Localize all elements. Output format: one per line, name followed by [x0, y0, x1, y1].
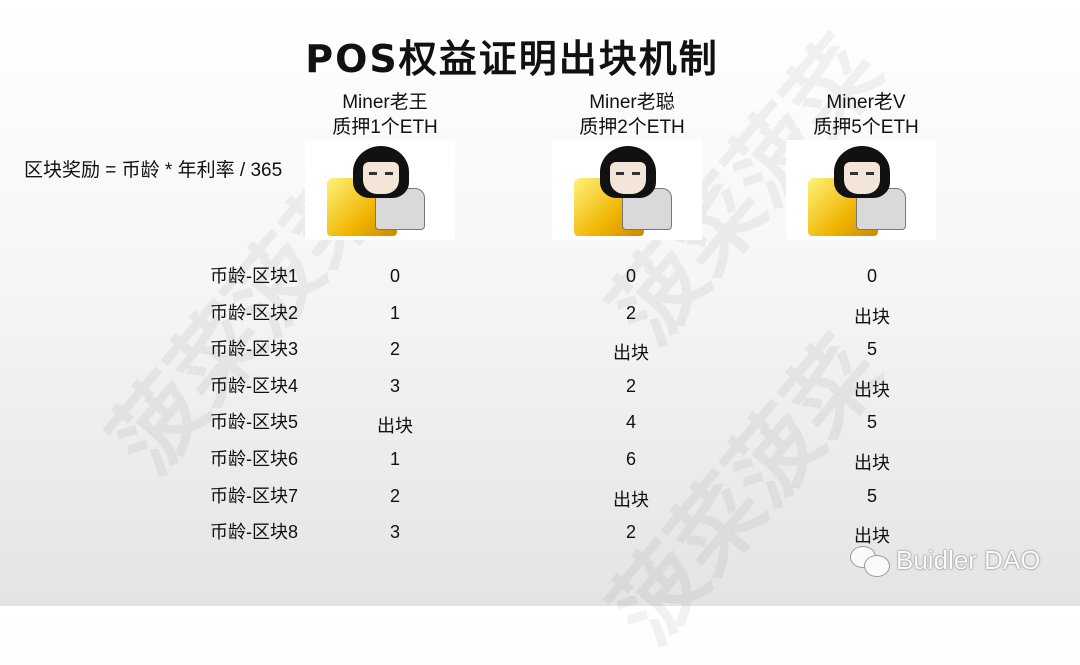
coin-age-cell: 出块 — [854, 306, 890, 327]
coin-age-cell: 5 — [866, 339, 877, 360]
miner-meme-icon — [786, 140, 936, 240]
coin-age-cell: 4 — [625, 412, 636, 433]
miner-stake: 质押1个ETH — [332, 117, 438, 138]
coin-age-cell: 3 — [389, 375, 400, 396]
row-label: 币龄-区块3 — [209, 339, 298, 360]
reward-formula: 区块奖励 = 币龄 * 年利率 / 365 — [24, 160, 283, 181]
miner-name: Miner老V — [826, 92, 906, 113]
miner-meme-icon — [305, 140, 455, 240]
row-label: 币龄-区块6 — [209, 449, 298, 469]
coin-age-cell: 出块 — [377, 416, 413, 437]
miner-name: Miner老王 — [342, 92, 428, 113]
brand-watermark: Buidler DAO — [850, 545, 1041, 577]
coin-age-cell: 5 — [866, 412, 877, 433]
miner-header: Miner老王 质押1个ETH — [275, 90, 495, 140]
row-label: 币龄-区块5 — [209, 412, 298, 433]
coin-age-cell: 出块 — [854, 453, 890, 473]
coin-age-cell: 出块 — [854, 526, 890, 547]
coin-age-cell: 5 — [866, 485, 877, 506]
miner-stake: 质押5个ETH — [813, 117, 919, 138]
miner-header: Miner老V 质押5个ETH — [756, 90, 976, 140]
row-label: 币龄-区块8 — [209, 522, 298, 543]
row-label: 币龄-区块2 — [209, 302, 298, 323]
brand-name: Buidler DAO — [896, 545, 1041, 575]
coin-age-cell: 0 — [389, 266, 400, 286]
slide-title: POS权益证明出块机制 — [305, 37, 719, 81]
coin-age-cell: 0 — [625, 266, 636, 286]
coin-age-cell: 出块 — [613, 489, 649, 510]
miner-header: Miner老聪 质押2个ETH — [522, 90, 742, 140]
wechat-icon — [850, 545, 890, 577]
coin-age-cell: 出块 — [613, 343, 649, 364]
miner-stake: 质押2个ETH — [579, 117, 685, 138]
coin-age-cell: 0 — [866, 266, 877, 286]
row-label: 币龄-区块4 — [209, 375, 298, 396]
miner-meme-icon — [552, 140, 702, 240]
coin-age-cell: 1 — [389, 449, 400, 469]
coin-age-cell: 2 — [389, 339, 400, 360]
coin-age-cell: 1 — [389, 302, 400, 323]
coin-age-cell: 2 — [625, 375, 636, 396]
miner-name: Miner老聪 — [589, 92, 675, 113]
coin-age-cell: 2 — [625, 302, 636, 323]
row-label: 币龄-区块7 — [209, 485, 298, 506]
coin-age-cell: 2 — [625, 522, 636, 543]
coin-age-cell: 2 — [389, 485, 400, 506]
coin-age-cell: 出块 — [854, 379, 890, 400]
row-label: 币龄-区块1 — [209, 266, 298, 286]
coin-age-cell: 6 — [625, 449, 636, 469]
coin-age-cell: 3 — [389, 522, 400, 543]
